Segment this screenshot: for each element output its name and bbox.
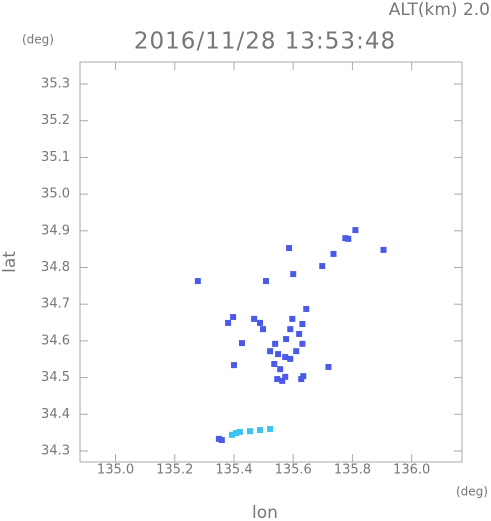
echo-point xyxy=(279,377,286,384)
y-unit: (deg) xyxy=(22,33,54,47)
echo-point xyxy=(283,336,290,343)
y-tick-label: 34.5 xyxy=(41,370,70,385)
echo-point xyxy=(293,348,300,355)
echo-point xyxy=(289,315,296,322)
echo-point xyxy=(251,315,258,322)
echo-point xyxy=(282,373,289,380)
echo-point xyxy=(299,321,306,328)
echo-point xyxy=(238,340,245,347)
x-tick-label: 135.2 xyxy=(156,463,193,478)
x-tick-label: 135.8 xyxy=(334,463,371,478)
echo-point xyxy=(271,361,278,368)
y-tick-label: 34.7 xyxy=(41,297,70,312)
echo-point xyxy=(299,340,306,347)
x-axis-label: lon xyxy=(252,503,278,521)
echo-point xyxy=(260,326,267,333)
echo-point xyxy=(267,425,274,432)
echo-point xyxy=(257,319,264,326)
echo-point xyxy=(218,436,225,443)
echo-point xyxy=(345,235,352,242)
echo-point xyxy=(272,340,279,347)
y-tick-label: 35.2 xyxy=(41,113,70,128)
x-tick-label: 135.0 xyxy=(97,463,134,478)
echo-point xyxy=(230,362,237,369)
echo-point xyxy=(246,428,253,435)
y-tick-label: 35.1 xyxy=(41,150,70,165)
x-tick-label: 135.4 xyxy=(215,463,252,478)
echo-point xyxy=(330,250,337,257)
echo-point xyxy=(287,355,294,362)
y-tick-label: 34.4 xyxy=(41,407,70,422)
echo-point xyxy=(300,373,307,380)
echo-point xyxy=(194,278,201,285)
y-axis-label: lat xyxy=(0,251,20,273)
echo-point xyxy=(275,351,282,358)
echo-point xyxy=(277,366,284,373)
echo-point xyxy=(228,431,235,438)
x-tick-label: 136.0 xyxy=(393,463,430,478)
echo-point xyxy=(262,278,269,285)
echo-point xyxy=(380,246,387,253)
chart-title: 2016/11/28 13:53:48 xyxy=(134,29,396,55)
altitude-label: ALT(km) 2.0 xyxy=(389,0,490,20)
y-tick-label: 35.3 xyxy=(41,77,70,92)
echo-point xyxy=(296,330,303,337)
echo-point xyxy=(319,263,326,270)
y-tick-label: 34.9 xyxy=(41,223,70,238)
y-tick-label: 35.0 xyxy=(41,187,70,202)
echo-point xyxy=(287,326,294,333)
echo-point xyxy=(282,354,289,361)
x-tick-label: 135.6 xyxy=(275,463,312,478)
echo-point xyxy=(236,428,243,435)
echo-point xyxy=(352,227,359,234)
echo-point xyxy=(286,245,293,252)
plot-frame xyxy=(79,61,463,463)
echo-point xyxy=(225,319,232,326)
y-tick-label: 34.3 xyxy=(41,443,70,458)
echo-point xyxy=(230,314,237,321)
echo-point xyxy=(303,305,310,312)
y-tick-label: 34.6 xyxy=(41,333,70,348)
echo-point xyxy=(274,376,281,383)
echo-point xyxy=(290,271,297,278)
echo-point xyxy=(325,363,332,370)
y-tick-label: 34.8 xyxy=(41,260,70,275)
echo-point xyxy=(233,430,240,437)
echo-point xyxy=(267,348,274,355)
x-unit: (deg) xyxy=(456,485,488,499)
echo-point xyxy=(257,427,264,434)
